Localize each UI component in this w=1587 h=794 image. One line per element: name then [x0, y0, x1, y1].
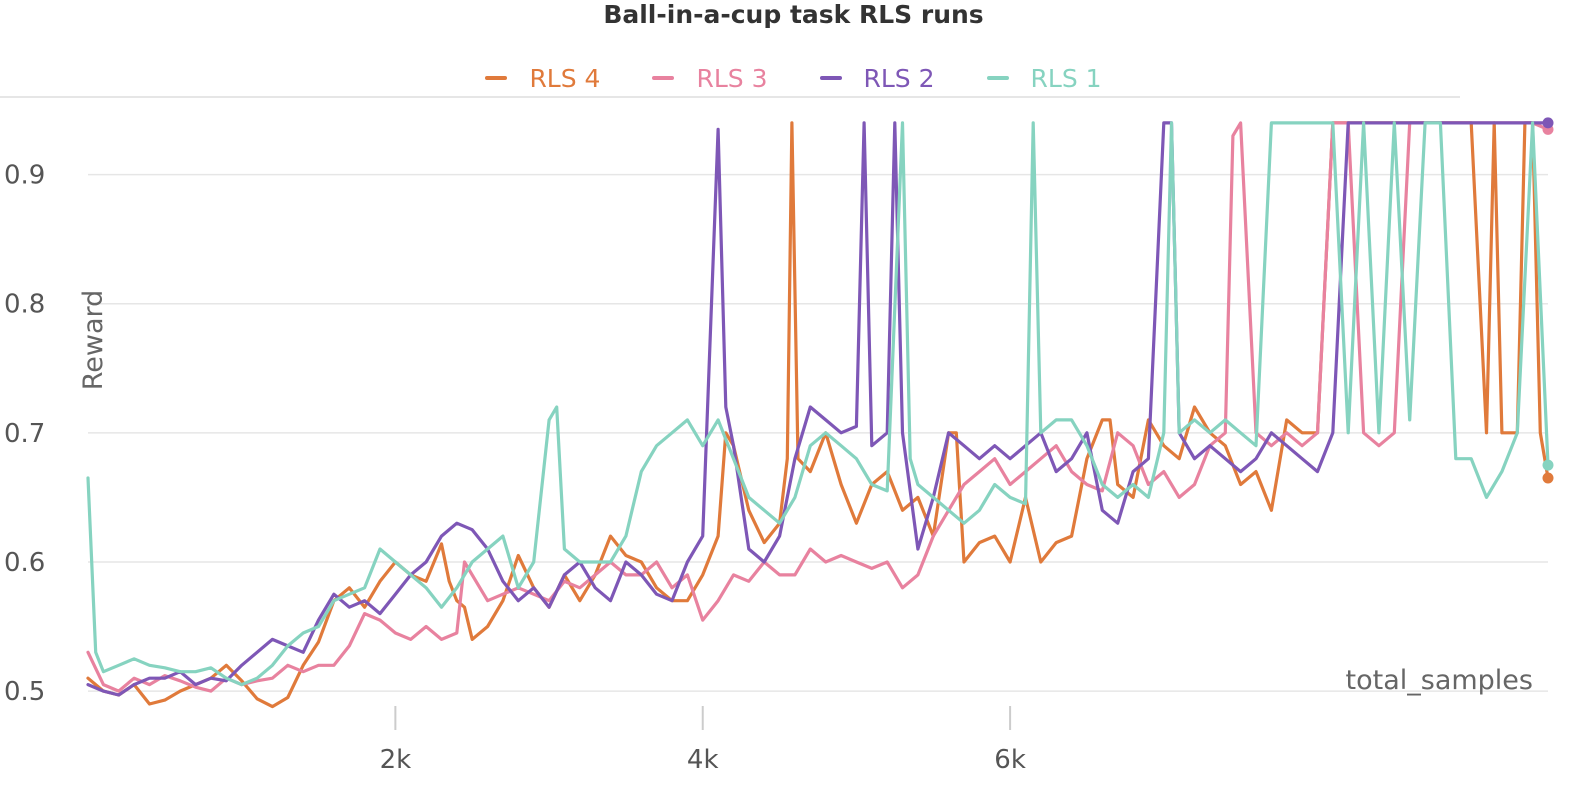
- legend-item-rls-1[interactable]: RLS 1: [986, 63, 1102, 93]
- y-tick-label: 0.8: [4, 290, 45, 320]
- series-line-rls-1: [86, 121, 1550, 687]
- series-endpoint: [1542, 117, 1554, 129]
- legend-label: RLS 4: [529, 63, 601, 93]
- series-line-rls-2: [86, 121, 1550, 697]
- legend-item-rls-3[interactable]: RLS 3: [652, 63, 768, 93]
- series-endpoints: [1542, 117, 1554, 484]
- gridlines: [88, 173, 1548, 692]
- x-tick-label: 4k: [687, 745, 719, 775]
- series-endpoint: [1542, 472, 1554, 484]
- legend-swatch: [652, 76, 675, 80]
- x-tick-label: 6k: [994, 745, 1026, 775]
- y-axis-label: Reward: [78, 290, 109, 391]
- series-endpoint: [1542, 459, 1554, 471]
- y-tick-label: 0.9: [4, 161, 45, 191]
- tick-labels: 0.5 0.6 0.7 0.8 0.9 2k 4k 6k: [4, 161, 1026, 775]
- legend-item-rls-2[interactable]: RLS 2: [819, 63, 935, 93]
- y-tick-label: 0.5: [4, 677, 45, 707]
- legend-swatch: [819, 76, 842, 80]
- legend-label: RLS 1: [1030, 63, 1102, 93]
- series-lines: [86, 121, 1550, 709]
- legend-swatch: [485, 76, 508, 80]
- y-tick-label: 0.6: [4, 548, 45, 578]
- x-tick-label: 2k: [380, 745, 412, 775]
- legend-label: RLS 3: [696, 63, 768, 93]
- x-ticks: [394, 706, 1012, 730]
- legend-divider: [0, 96, 1460, 98]
- legend: RLS 4 RLS 3 RLS 2 RLS 1: [0, 60, 1587, 96]
- x-axis-label: total_samples: [1346, 665, 1533, 696]
- legend-swatch: [986, 76, 1009, 80]
- legend-item-rls-4[interactable]: RLS 4: [485, 64, 600, 93]
- chart-title: Ball-in-a-cup task RLS runs: [603, 0, 984, 29]
- legend-label: RLS 2: [863, 63, 935, 93]
- y-tick-label: 0.7: [4, 419, 45, 449]
- series-line-rls-3: [86, 121, 1550, 693]
